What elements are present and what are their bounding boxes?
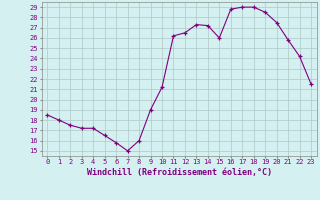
X-axis label: Windchill (Refroidissement éolien,°C): Windchill (Refroidissement éolien,°C) (87, 168, 272, 177)
